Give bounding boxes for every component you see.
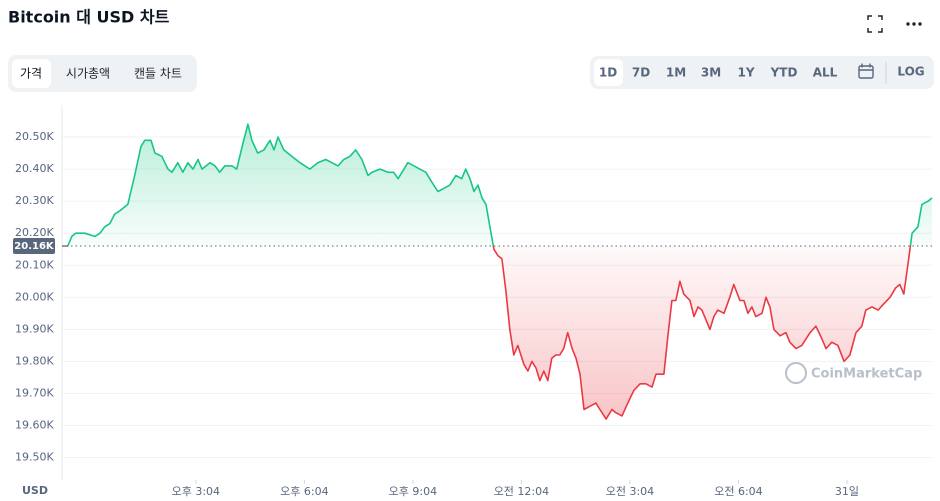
x-tick-label: 오전 6:04 xyxy=(714,485,762,498)
watermark: CoinMarketCap xyxy=(811,367,922,382)
more-icon[interactable] xyxy=(906,22,922,26)
y-tick-label: 19.50K xyxy=(15,451,54,464)
y-tick-label: 19.60K xyxy=(15,419,54,432)
range-button[interactable]: YTD xyxy=(770,66,798,80)
range-group xyxy=(590,56,934,89)
log-button[interactable]: LOG xyxy=(897,65,924,79)
y-tick-label: 20.20K xyxy=(15,226,54,239)
y-unit-label: USD xyxy=(22,484,48,497)
x-tick-label: 오전 3:04 xyxy=(606,485,654,498)
y-tick-label: 19.80K xyxy=(15,354,54,367)
tab-group xyxy=(8,55,197,92)
watermark-logo xyxy=(785,362,807,384)
range-button[interactable]: 1M xyxy=(666,66,686,80)
area-fill xyxy=(62,124,932,420)
range-button[interactable]: 7D xyxy=(632,66,650,80)
baseline-label: 20.16K xyxy=(14,241,55,252)
expand-icon[interactable] xyxy=(867,15,883,33)
x-tick-label: 오후 6:04 xyxy=(280,485,328,498)
y-tick-label: 20.30K xyxy=(15,194,54,207)
range-button[interactable]: ALL xyxy=(813,66,838,80)
range-active xyxy=(594,59,623,86)
baseline-label-bg xyxy=(13,238,55,255)
x-tick-label: 31일 xyxy=(835,484,859,498)
range-button[interactable]: 1D xyxy=(599,66,617,80)
tab[interactable]: 가격 xyxy=(20,67,42,81)
tab-active xyxy=(12,59,51,88)
x-tick-label: 오후 3:04 xyxy=(172,485,220,498)
y-tick-label: 19.90K xyxy=(15,322,54,335)
y-tick-label: 20.10K xyxy=(15,258,54,271)
range-button[interactable]: 1Y xyxy=(737,66,754,80)
y-tick-label: 20.00K xyxy=(15,290,54,303)
x-tick-label: 오전 12:04 xyxy=(494,485,549,498)
title: Bitcoin 대 USD 차트 xyxy=(8,8,170,27)
price-line xyxy=(62,123,933,420)
calendar-icon[interactable] xyxy=(858,63,874,79)
range-button[interactable]: 3M xyxy=(701,66,721,80)
y-tick-label: 19.70K xyxy=(15,386,54,399)
x-tick-label: 오후 9:04 xyxy=(389,485,437,498)
tab[interactable]: 시가총액 xyxy=(66,67,110,81)
y-tick-label: 20.40K xyxy=(15,162,54,175)
y-tick-label: 20.50K xyxy=(15,130,54,143)
tab[interactable]: 캔들 차트 xyxy=(134,67,182,81)
